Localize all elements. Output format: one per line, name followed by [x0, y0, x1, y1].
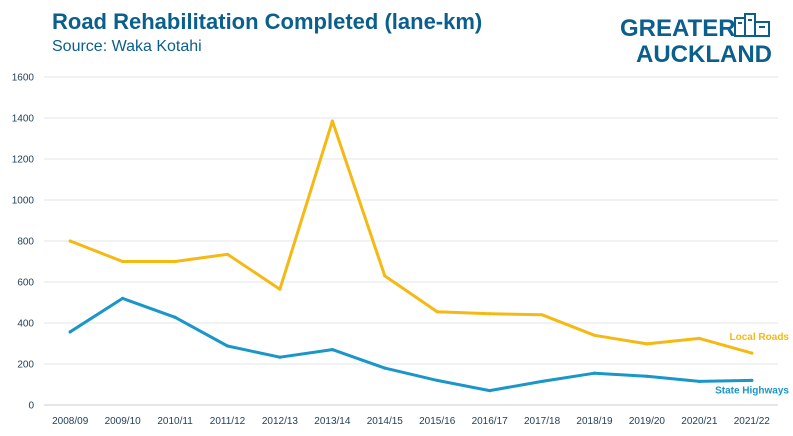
series-label-local-roads: Local Roads	[730, 332, 790, 343]
data-point-state-highways	[330, 348, 334, 352]
data-point-state-highways	[435, 378, 439, 382]
data-point-state-highways	[645, 374, 649, 378]
data-point-local-roads	[383, 274, 387, 278]
x-tick-label: 2016/17	[472, 416, 509, 427]
y-tick-label: 800	[17, 237, 34, 248]
data-point-state-highways	[540, 379, 544, 384]
data-point-local-roads	[278, 287, 282, 291]
y-tick-label: 600	[17, 278, 34, 289]
data-point-state-highways	[173, 315, 177, 319]
greater-auckland-logo: GREATER AUCKLAND	[620, 13, 772, 68]
x-tick-label: 2011/12	[210, 416, 246, 427]
series-line-local-roads	[68, 119, 754, 355]
data-point-local-roads	[645, 342, 649, 346]
x-tick-label: 2012/13	[262, 416, 299, 427]
y-tick-label: 400	[17, 319, 34, 330]
x-tick-label: 2018/19	[576, 416, 613, 427]
series-label-state-highways: State Highways	[715, 385, 789, 396]
y-axis-ticks: 0 200 400 600 800 1000 1200 1400 1600	[12, 73, 35, 412]
data-point-state-highways	[225, 344, 230, 348]
x-tick-label: 2019/20	[629, 416, 666, 427]
data-point-state-highways	[383, 366, 387, 370]
y-tick-label: 0	[28, 401, 34, 412]
data-point-local-roads	[750, 351, 754, 355]
data-point-local-roads	[173, 259, 177, 264]
series-line-state-highways	[68, 296, 754, 393]
chart-subtitle: Source: Waka Kotahi	[52, 38, 202, 55]
x-tick-label: 2021/22	[734, 416, 771, 427]
x-tick-label: 2009/10	[105, 416, 142, 427]
data-point-local-roads	[540, 313, 544, 317]
logo-line-2: AUCKLAND	[636, 41, 772, 68]
x-tick-label: 2008/09	[52, 416, 89, 427]
building-icon	[734, 13, 770, 37]
x-axis-ticks: 2008/09 2009/10 2010/11 2011/12 2012/13 2013/…	[52, 416, 770, 427]
data-point-state-highways	[278, 355, 282, 359]
grid-lines	[44, 76, 778, 406]
chart-title: Road Rehabilitation Completed (lane-km)	[52, 9, 483, 34]
data-point-state-highways	[121, 296, 125, 300]
y-tick-label: 200	[17, 360, 34, 371]
x-tick-label: 2014/15	[367, 416, 404, 427]
data-point-state-highways	[697, 379, 701, 384]
y-tick-label: 1600	[12, 73, 35, 84]
logo-line-1: GREATER	[620, 15, 736, 42]
data-point-local-roads	[225, 252, 230, 256]
data-point-local-roads	[488, 312, 492, 316]
y-tick-label: 1400	[12, 114, 35, 125]
data-point-local-roads	[68, 239, 72, 243]
data-point-local-roads	[330, 119, 334, 123]
data-point-local-roads	[121, 259, 125, 264]
data-point-state-highways	[750, 378, 754, 382]
data-point-local-roads	[697, 336, 701, 340]
x-tick-label: 2010/11	[157, 416, 193, 427]
x-tick-label: 2020/21	[681, 416, 718, 427]
data-point-state-highways	[488, 389, 492, 393]
data-point-state-highways	[68, 330, 72, 334]
data-point-state-highways	[592, 371, 597, 375]
y-tick-label: 1200	[12, 155, 35, 166]
data-point-local-roads	[435, 310, 439, 314]
series-labels: Local Roads State Highways	[715, 332, 789, 396]
series-group	[68, 119, 754, 393]
data-point-local-roads	[592, 333, 597, 337]
x-tick-label: 2013/14	[314, 416, 351, 427]
y-tick-label: 1000	[12, 196, 35, 207]
x-tick-label: 2017/18	[524, 416, 561, 427]
x-tick-label: 2015/16	[419, 416, 456, 427]
